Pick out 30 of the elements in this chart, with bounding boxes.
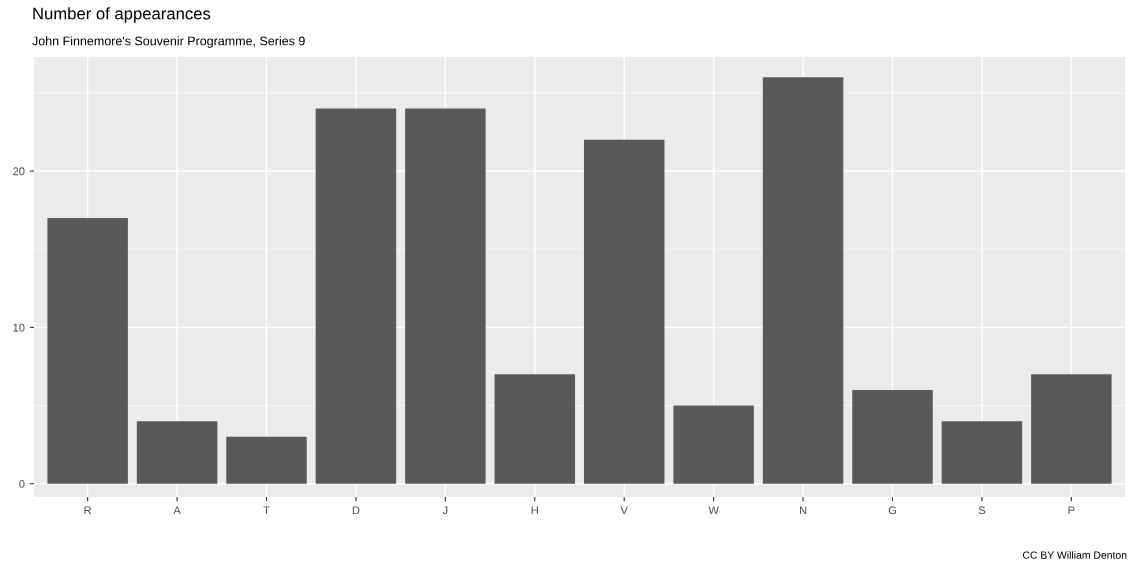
y-tick-label: 0 [19,479,25,488]
x-tick-label: P [1068,506,1075,515]
bar [136,421,218,484]
x-tick-label: R [84,506,92,515]
bar [762,77,844,484]
x-tick-label: N [799,506,807,515]
x-tick-label: H [531,506,538,515]
x-tick-label: J [442,506,448,515]
bar [941,421,1023,484]
x-tick-label: A [173,506,181,515]
bar [405,108,486,484]
chart-subtitle: John Finnemore's Souvenir Programme, Series 9 [32,36,305,48]
bar [673,405,754,484]
bar [494,374,576,484]
x-tick-label: G [888,506,896,515]
x-tick-label: D [352,506,360,515]
bar [226,436,307,484]
x-tick-label: W [708,506,719,515]
text: CC BY William Denton [1022,551,1127,559]
bar [852,389,933,484]
bar [47,217,128,484]
x-tick-label: S [978,506,986,515]
x-tick-label: V [620,506,628,515]
x-tick-label: T [263,506,270,515]
y-tick-label: 20 [13,167,25,176]
bar [583,139,665,484]
bar [1031,374,1112,484]
bar [315,108,397,484]
y-tick-label: 10 [13,323,25,332]
chart-title: Number of appearances [33,7,211,23]
